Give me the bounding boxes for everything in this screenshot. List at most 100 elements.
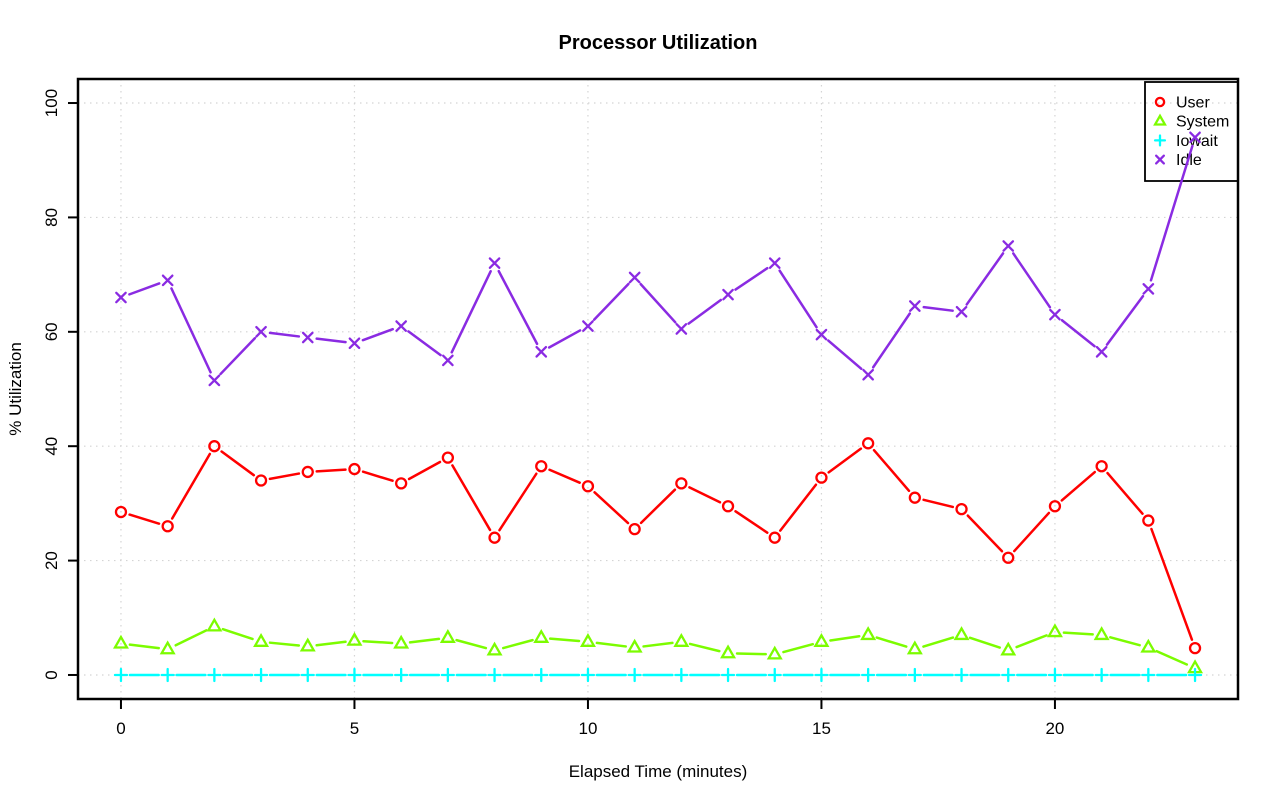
x-tick-label: 15 (812, 719, 831, 738)
data-point-system (486, 641, 503, 656)
legend-box (1144, 81, 1239, 182)
data-point-idle (1189, 131, 1201, 144)
circle-marker (1154, 96, 1166, 108)
data-point-user (1142, 514, 1155, 527)
data-point-system (533, 628, 550, 643)
data-point-iowait (440, 667, 456, 683)
data-point-system (1140, 638, 1157, 653)
y-tick-label: 0 (42, 670, 61, 679)
series-line-user (639, 488, 677, 525)
data-point-user (1048, 500, 1062, 513)
axis-ticks: 0 5 10 15 20 0 20 40 60 80 100 (42, 89, 1064, 738)
series-line-user (1150, 527, 1194, 641)
data-point-user (861, 437, 875, 450)
y-tick-label: 40 (42, 437, 61, 456)
plot-border (76, 77, 1240, 701)
y-axis-label: % Utilization (6, 342, 25, 436)
triangle-marker (159, 640, 176, 655)
series-line-idle (1149, 144, 1194, 282)
data-point-idle (208, 374, 221, 387)
x-tick-label: 20 (1045, 719, 1064, 738)
series-system (112, 617, 1204, 674)
data-point-user (628, 522, 641, 536)
data-point-system (439, 628, 456, 643)
data-point-system (159, 640, 176, 655)
x-marker (862, 368, 874, 381)
series-line-idle (827, 339, 863, 371)
triangle-marker (533, 628, 550, 643)
data-point-idle (815, 328, 828, 341)
data-point-user (1095, 460, 1108, 473)
triangle-marker (720, 644, 737, 659)
data-point-idle (115, 291, 127, 304)
data-point-user (441, 451, 455, 464)
data-point-iowait (347, 667, 362, 683)
series-line-user (872, 448, 911, 493)
data-point-idle (1095, 345, 1108, 358)
circle-marker (161, 520, 174, 533)
x-marker (1049, 308, 1061, 321)
data-point-idle (1002, 240, 1015, 252)
series-line-user (548, 468, 581, 484)
x-marker (1095, 345, 1108, 358)
series-line-idle (547, 329, 582, 349)
x-marker (488, 257, 501, 270)
data-point-system (579, 632, 596, 647)
data-point-system (206, 617, 223, 632)
data-point-idle (442, 354, 454, 367)
series-line-user (922, 498, 955, 509)
data-point-idle (1049, 308, 1061, 321)
series-line-idle (128, 282, 161, 296)
triangle-marker (1140, 638, 1157, 653)
circle-marker (301, 465, 314, 479)
circle-marker (908, 491, 921, 504)
data-point-user (488, 531, 501, 544)
series-line-user (128, 513, 161, 525)
data-point-user (301, 465, 314, 479)
triangle-marker (253, 632, 270, 647)
data-point-iowait (113, 667, 129, 683)
y-tick-label: 60 (42, 322, 61, 341)
data-point-idle (488, 257, 501, 270)
x-marker (1189, 131, 1201, 144)
data-point-iowait (860, 667, 876, 683)
triangle-marker (1000, 641, 1017, 656)
data-point-user (955, 502, 968, 516)
series-line-user (779, 483, 818, 532)
series-line-user (827, 447, 863, 474)
data-point-user (395, 477, 408, 490)
data-point-idle (862, 368, 874, 381)
series-line-system (362, 639, 394, 645)
circle-marker (861, 437, 875, 450)
triangle-marker (860, 626, 877, 641)
legend-label-iowait: Iowait (1176, 133, 1218, 150)
data-point-idle (582, 320, 594, 332)
series-line-idle (922, 305, 954, 312)
data-point-idle (768, 257, 781, 270)
x-tick-label: 0 (116, 719, 125, 738)
series-line-system (782, 642, 815, 654)
data-point-iowait (814, 667, 829, 683)
legend-swatch-iowait (1153, 134, 1167, 147)
data-point-user (908, 491, 921, 504)
legend-swatch-idle (1154, 154, 1166, 165)
series-line-idle (639, 282, 677, 324)
series-line-idle (965, 252, 1005, 306)
series-line-idle (315, 337, 347, 344)
x-marker (675, 323, 688, 335)
x-marker (1002, 240, 1015, 252)
series-line-user (361, 470, 394, 482)
series-line-user (688, 486, 722, 504)
x-axis-label: Elapsed Time (minutes) (569, 762, 748, 781)
series-line-system (408, 637, 441, 644)
x-marker (115, 291, 127, 304)
data-point-iowait (1001, 667, 1016, 683)
legend: UserSystemIowaitIdle (1144, 81, 1239, 182)
circle-marker (114, 505, 128, 519)
gridlines (78, 79, 1238, 699)
data-point-system (1046, 623, 1063, 638)
triangle-marker (439, 628, 456, 643)
data-point-system (626, 638, 643, 653)
triangle-marker (486, 641, 503, 656)
legend-swatch-user (1154, 96, 1166, 108)
